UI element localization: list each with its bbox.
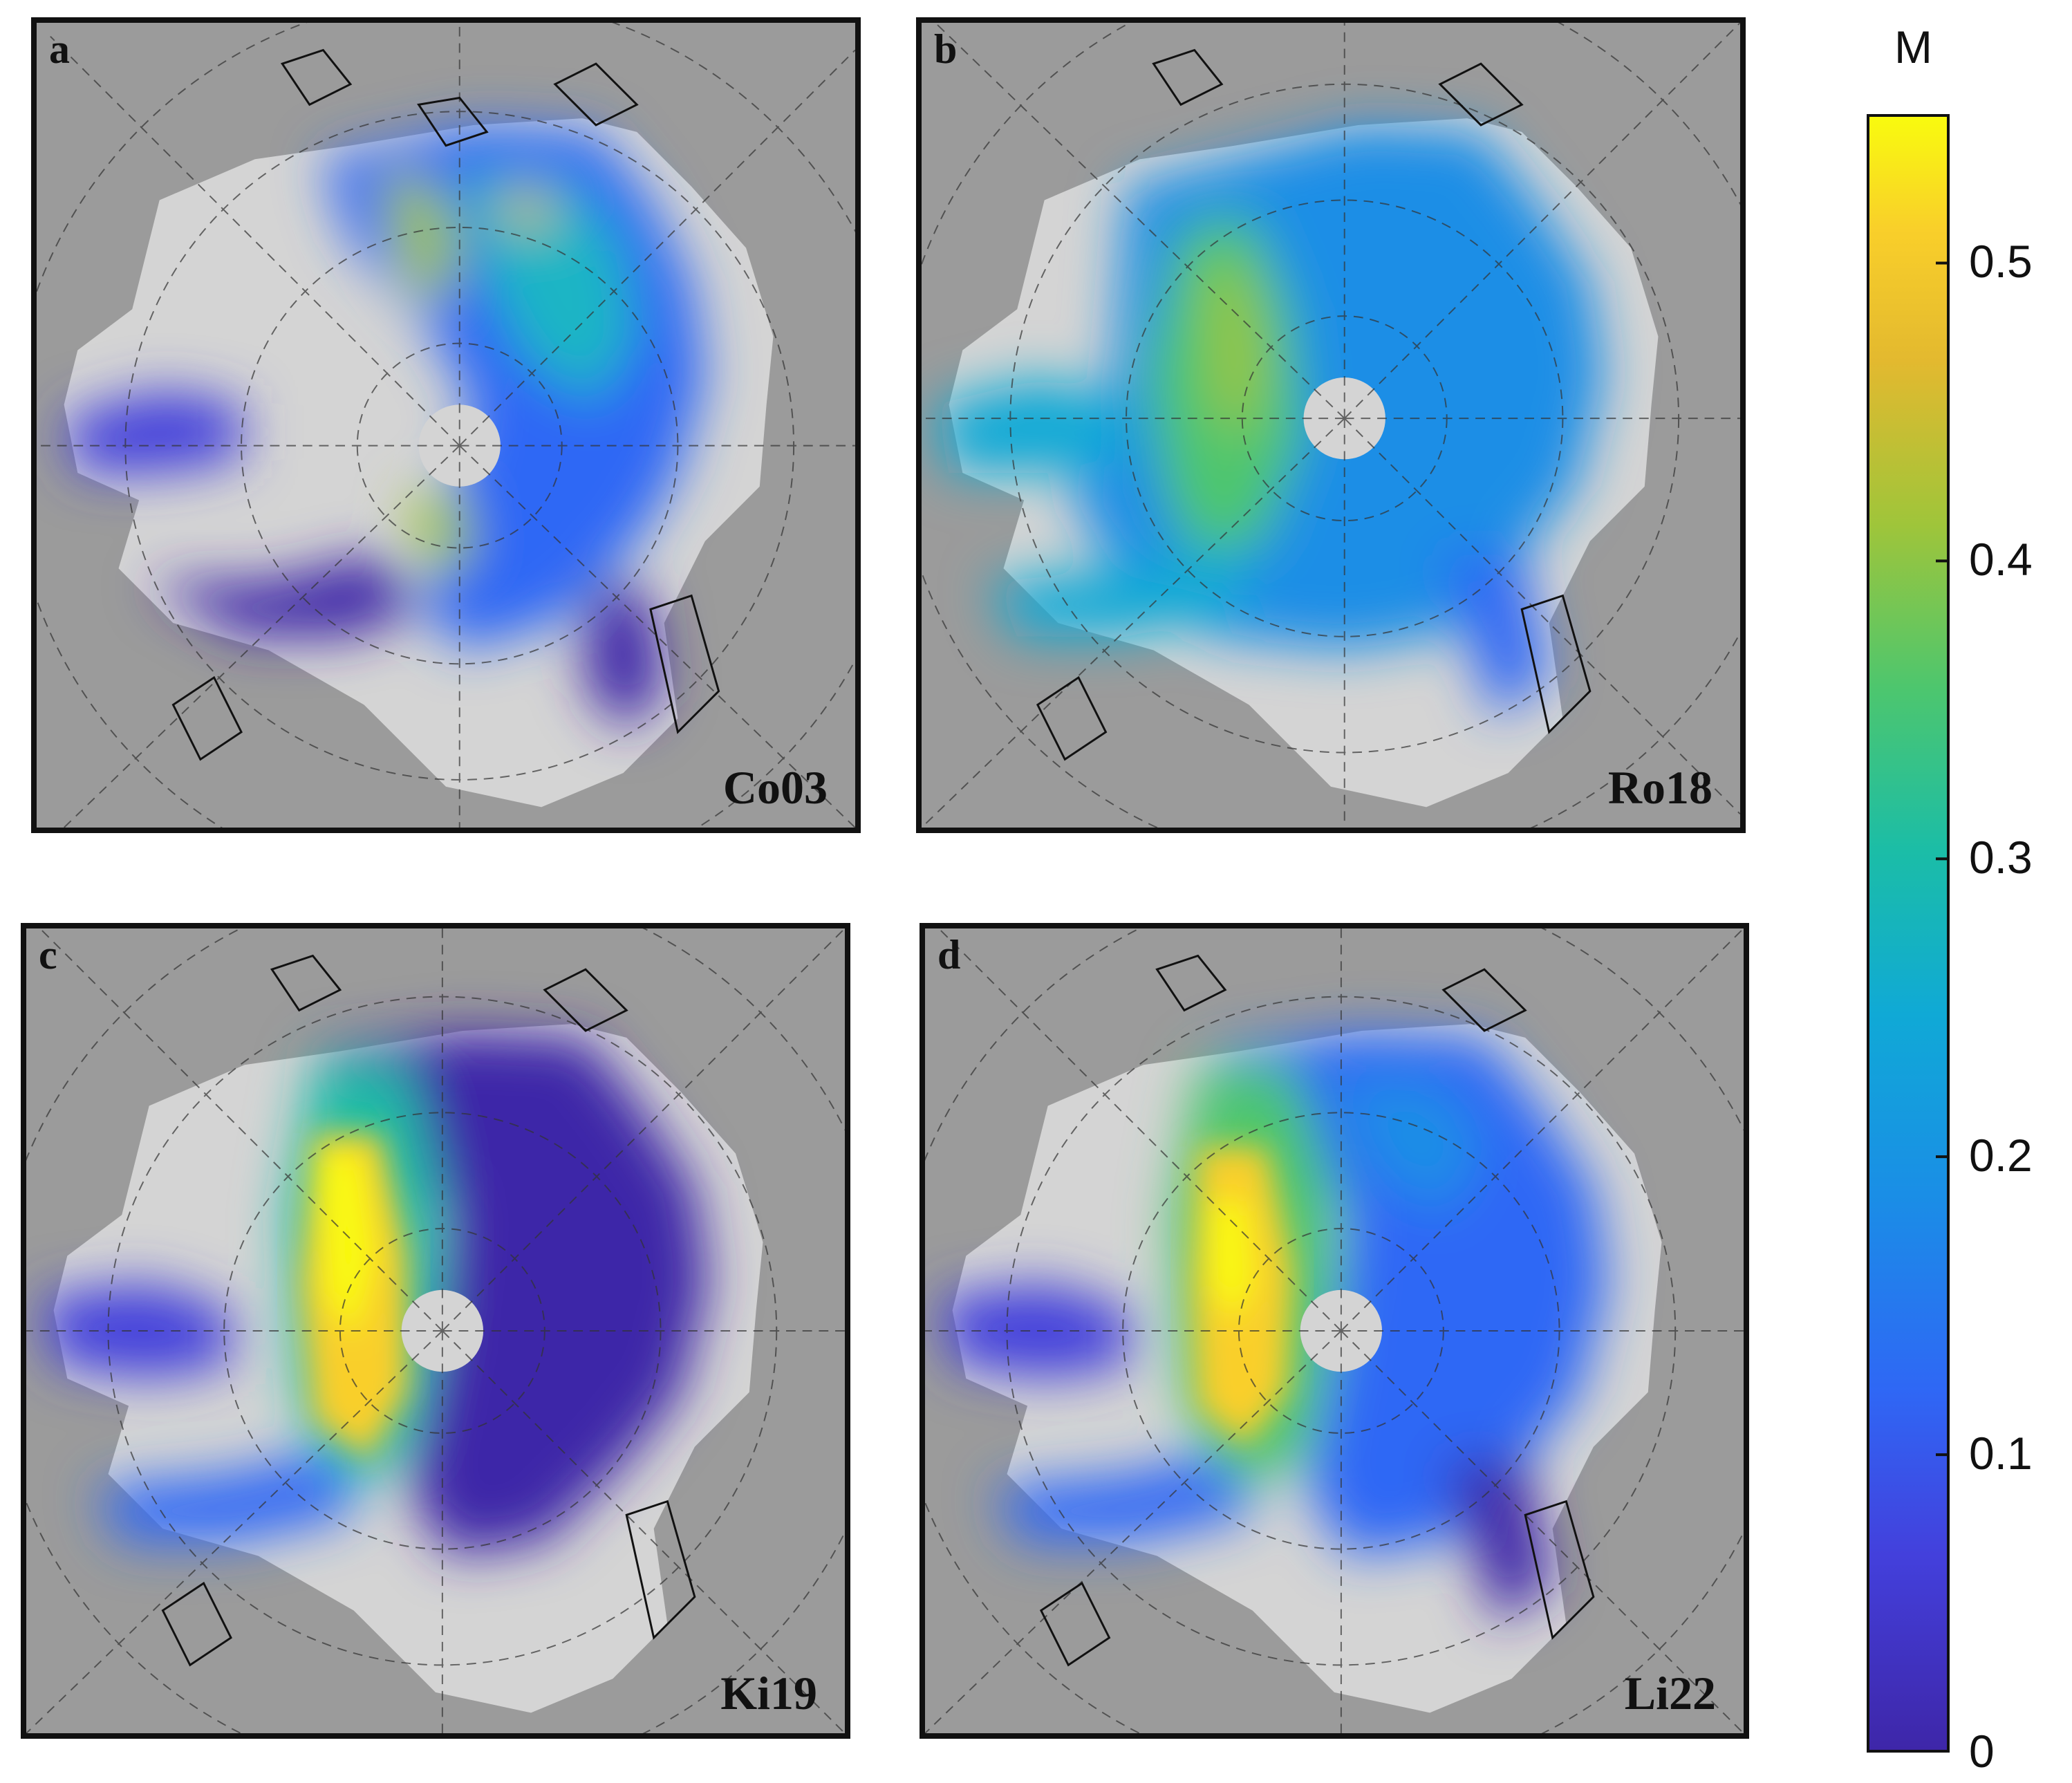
colorbar-gradient [1867,114,1950,1753]
panel-model-label: Co03 [722,761,828,814]
colorbar-title: M [1894,21,1932,73]
map-panel-d: d Li22 [920,923,1749,1739]
map-panel-c: c Ki19 [21,923,850,1739]
arctic-map [925,928,1744,1733]
colorbar-tick-label: 0 [1969,1726,1995,1777]
panel-model-label: Li22 [1624,1667,1716,1719]
panel-letter: c [39,932,57,978]
arctic-map [922,23,1740,828]
colorbar-tick-label: 0.5 [1969,236,2033,288]
arctic-map [26,928,845,1733]
panel-model-label: Ki19 [720,1667,817,1719]
colorbar-tick-label: 0.3 [1969,832,2033,884]
map-panel-b: b Ro18 [916,17,1746,833]
colorbar-tick-label: 0.4 [1969,534,2033,586]
panel-model-label: Ro18 [1607,761,1712,814]
panel-letter: d [937,932,961,978]
map-panel-a: a Co03 [31,17,861,833]
arctic-map [37,23,855,828]
panel-letter: b [934,26,958,72]
colorbar-tick-label: 0.2 [1969,1130,2033,1182]
colorbar-tick-label: 0.1 [1969,1428,2033,1479]
colorbar: M 0 0.1 0.2 0.3 0.4 0.5 [1867,21,2060,1777]
panel-letter: a [49,26,70,72]
